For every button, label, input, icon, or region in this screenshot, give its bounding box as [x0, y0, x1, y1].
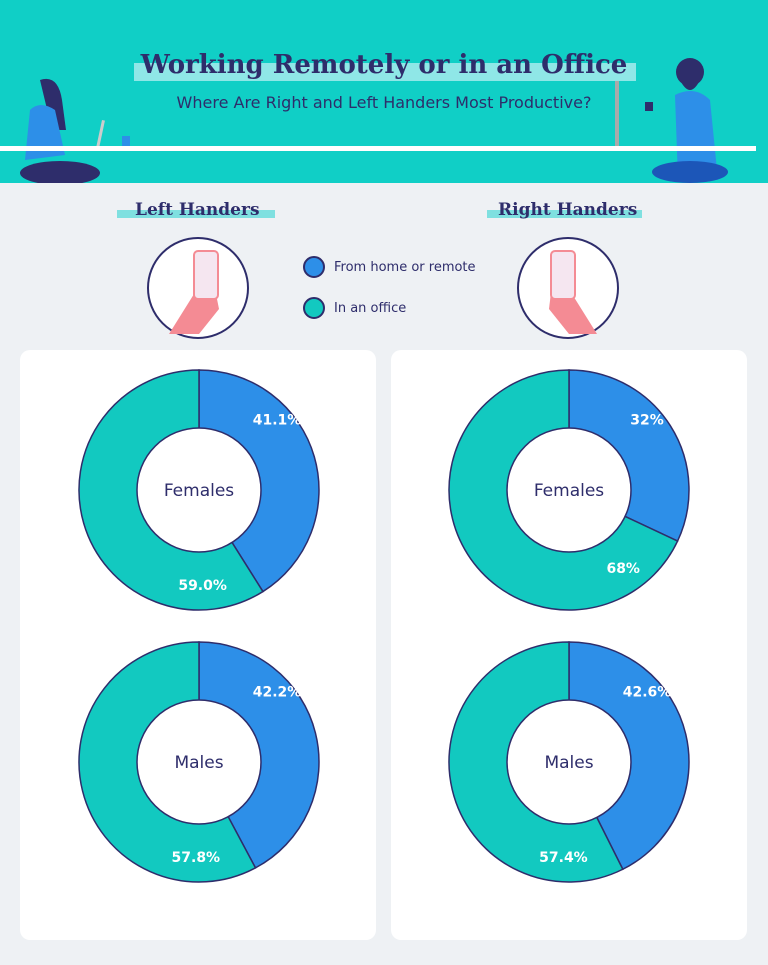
legend-swatch-blue	[303, 256, 325, 278]
donut-center-label: Males	[544, 753, 593, 773]
donut-center-label: Females	[534, 481, 604, 501]
donut-hole	[506, 427, 632, 553]
donut-center-label: Males	[174, 753, 223, 773]
man-coffee-illustration	[615, 58, 728, 183]
hand-holding-phone-icon	[517, 237, 619, 339]
legend-item-remote: From home or remote	[303, 256, 476, 278]
right-handers-title: Right Handers	[498, 200, 638, 220]
title-highlight	[134, 63, 636, 81]
left-title-highlight	[117, 210, 275, 218]
page-subtitle: Where Are Right and Left Handers Most Pr…	[176, 93, 592, 112]
donut-hole	[136, 427, 262, 553]
slice-value-label: 59.0%	[178, 578, 227, 594]
legend-label: In an office	[334, 300, 407, 316]
slice-value-label: 32%	[630, 413, 664, 429]
hand-holding-phone-icon	[147, 237, 249, 339]
page-title: Working Remotely or in an Office	[140, 50, 628, 80]
slice-value-label: 68%	[606, 561, 640, 577]
donut-hole	[136, 699, 262, 825]
donut-hole	[506, 699, 632, 825]
donut-center-label: Females	[164, 481, 234, 501]
legend-item-office: In an office	[303, 297, 406, 319]
slice-value-label: 57.8%	[172, 850, 221, 866]
right-title-highlight	[487, 210, 642, 218]
legend-swatch-teal	[303, 297, 325, 319]
legend-label: From home or remote	[334, 259, 476, 275]
slice-value-label: 42.6%	[623, 685, 672, 701]
desk-line	[0, 146, 756, 151]
slice-value-label: 41.1%	[253, 413, 302, 429]
header-banner: Working Remotely or in an Office Where A…	[0, 0, 768, 183]
slice-value-label: 42.2%	[253, 685, 302, 701]
slice-value-label: 57.4%	[539, 850, 588, 866]
left-handers-title: Left Handers	[135, 200, 260, 220]
